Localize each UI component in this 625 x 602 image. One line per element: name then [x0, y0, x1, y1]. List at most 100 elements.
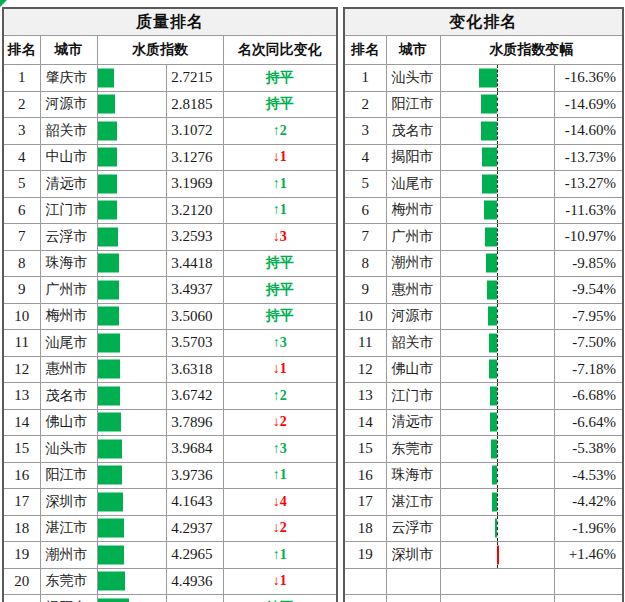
- index-value-cell: 3.5060: [166, 303, 223, 330]
- zero-baseline-axis: [497, 145, 498, 171]
- rank-cell: 12: [344, 356, 386, 383]
- quality-table-row: 1 肇庆市 2.7215 持平: [3, 65, 337, 92]
- index-value-cell: 3.2593: [166, 224, 223, 251]
- rank-cell: 4: [344, 144, 386, 171]
- index-value-cell: 3.1969: [166, 171, 223, 198]
- rank-cell: 15: [344, 436, 386, 463]
- index-bar-cell: [97, 489, 166, 516]
- index-value-cell: 3.9736: [166, 462, 223, 489]
- index-data-bar: [98, 68, 115, 87]
- city-cell: 潮州市: [40, 542, 97, 569]
- zero-baseline-axis: [497, 304, 498, 330]
- city-cell: 湛江市: [40, 515, 97, 542]
- city-cell: 潮州市: [386, 250, 440, 277]
- zero-baseline-axis: [497, 277, 498, 303]
- city-cell: 佛山市: [40, 409, 97, 436]
- rank-cell: 16: [3, 462, 40, 489]
- change-data-bar: [492, 492, 497, 511]
- empty-cell: [386, 595, 440, 602]
- quality-table-row: 15 汕头市 3.9684 ↑3: [3, 436, 337, 463]
- index-bar-cell: [97, 277, 166, 304]
- index-data-bar: [98, 439, 123, 458]
- city-cell: 清远市: [386, 409, 440, 436]
- index-data-bar: [98, 227, 118, 246]
- index-data-bar: [98, 572, 126, 591]
- change-data-bar: [488, 307, 497, 326]
- quality-table-row: 19 潮州市 4.2965 ↑1: [3, 542, 337, 569]
- change-bar-cell: [440, 436, 554, 463]
- rank-change-cell: 持平: [223, 250, 337, 277]
- percent-value-cell: -7.95%: [554, 303, 623, 330]
- index-data-bar: [98, 121, 117, 140]
- rank-cell: 11: [3, 330, 40, 357]
- change-data-bar: [484, 201, 497, 220]
- quality-table-header-row: 排名 城市 水质指数 名次同比变化: [3, 36, 337, 65]
- index-bar-cell: [97, 303, 166, 330]
- city-cell: 惠州市: [386, 277, 440, 304]
- percent-value-cell: -16.36%: [554, 65, 623, 92]
- rank-cell: 18: [3, 515, 40, 542]
- change-data-bar: [490, 386, 497, 405]
- percent-value-cell: -9.85%: [554, 250, 623, 277]
- quality-table-row: 12 惠州市 3.6318 ↓1: [3, 356, 337, 383]
- index-value-cell: 3.2120: [166, 197, 223, 224]
- index-bar-cell: [97, 171, 166, 198]
- rank-cell: 17: [344, 489, 386, 516]
- index-bar-cell: [97, 65, 166, 92]
- change-bar-cell: [440, 489, 554, 516]
- percent-value-cell: -10.97%: [554, 224, 623, 251]
- zero-baseline-axis: [497, 118, 498, 144]
- quality-table-row: 14 佛山市 3.7896 ↓2: [3, 409, 337, 436]
- index-bar-cell: [97, 515, 166, 542]
- change-table-row: 16 珠海市 -4.53%: [344, 462, 623, 489]
- city-cell: 阳江市: [40, 462, 97, 489]
- city-cell: 湛江市: [386, 489, 440, 516]
- zero-baseline-axis: [497, 251, 498, 277]
- rank-cell: 2: [3, 91, 40, 118]
- rank-change-cell: ↓3: [223, 224, 337, 251]
- rank-change-cell: 持平: [223, 595, 337, 602]
- rank-cell: 8: [344, 250, 386, 277]
- rank-change-cell: ↑3: [223, 330, 337, 357]
- index-bar-cell: [97, 144, 166, 171]
- quality-table-row: 20 东莞市 4.4936 ↓1: [3, 568, 337, 595]
- index-data-bar: [98, 598, 130, 602]
- index-value-cell: 3.1072: [166, 118, 223, 145]
- change-data-bar: [489, 333, 497, 352]
- city-cell: 广州市: [40, 277, 97, 304]
- quality-table-row: 18 湛江市 4.2937 ↓2: [3, 515, 337, 542]
- city-cell: 清远市: [40, 171, 97, 198]
- zero-baseline-axis: [497, 357, 498, 383]
- change-table-row: 8 潮州市 -9.85%: [344, 250, 623, 277]
- zero-baseline-axis: [497, 224, 498, 250]
- quality-table-row: 13 茂名市 3.6742 ↑2: [3, 383, 337, 410]
- change-table-row: 4 揭阳市 -13.73%: [344, 144, 623, 171]
- quality-table-row: 21 揭阳市 5.0744 持平: [3, 595, 337, 602]
- rank-cell: 5: [3, 171, 40, 198]
- report-page: { "colors": { "bar_green": "#00B050", "b…: [0, 0, 625, 602]
- index-bar-cell: [97, 197, 166, 224]
- rank-change-cell: ↑1: [223, 171, 337, 198]
- city-cell: 江门市: [386, 383, 440, 410]
- index-bar-cell: [97, 91, 166, 118]
- zero-baseline-axis: [497, 198, 498, 224]
- change-data-bar: [481, 95, 497, 114]
- index-bar-cell: [97, 568, 166, 595]
- change-bar-cell: [440, 65, 554, 92]
- change-table-row: 10 河源市 -7.95%: [344, 303, 623, 330]
- rank-cell: 14: [3, 409, 40, 436]
- change-bar-cell: [440, 409, 554, 436]
- city-cell: 河源市: [386, 303, 440, 330]
- rank-cell: 12: [3, 356, 40, 383]
- index-data-bar: [98, 307, 120, 326]
- rank-cell: 21: [3, 595, 40, 602]
- index-value-cell: 3.5703: [166, 330, 223, 357]
- index-bar-cell: [97, 330, 166, 357]
- city-cell: 东莞市: [386, 436, 440, 463]
- rank-cell: 8: [3, 250, 40, 277]
- city-cell: 韶关市: [386, 330, 440, 357]
- change-table-body: 1 汕头市 -16.36% 2 阳江市 -14.69% 3 茂名市 -1: [344, 65, 623, 602]
- rank-change-cell: ↑3: [223, 436, 337, 463]
- change-data-bar: [497, 545, 499, 564]
- index-bar-cell: [97, 356, 166, 383]
